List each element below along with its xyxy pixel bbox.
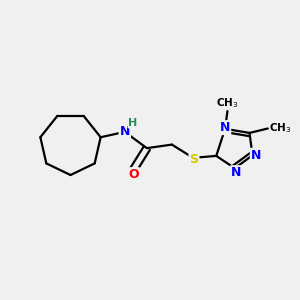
Text: CH$_3$: CH$_3$ [216, 96, 239, 110]
Text: N: N [120, 125, 130, 138]
Text: N: N [251, 149, 261, 162]
Text: O: O [128, 168, 139, 181]
Text: N: N [231, 166, 242, 179]
Text: N: N [220, 121, 230, 134]
Text: S: S [190, 153, 199, 166]
Text: CH$_3$: CH$_3$ [269, 121, 292, 135]
Text: H: H [128, 118, 138, 128]
